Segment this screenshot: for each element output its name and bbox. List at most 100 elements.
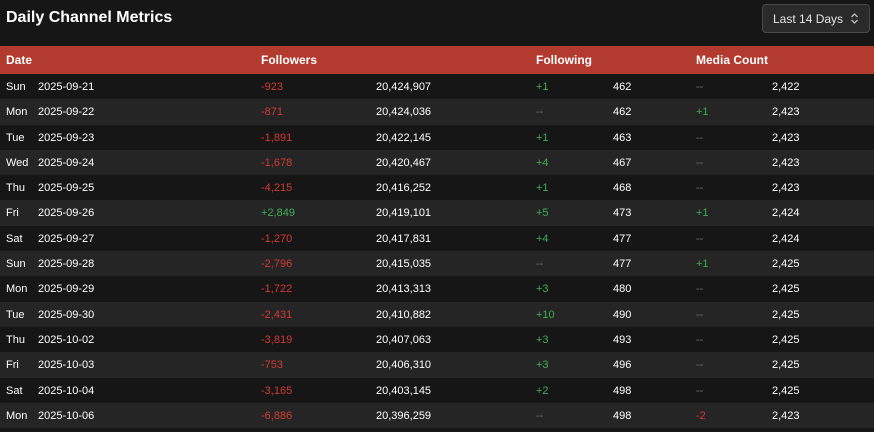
cell-following-change: +5 — [536, 207, 549, 220]
cell-media-total: 2,425 — [772, 283, 800, 296]
cell-following-total: 498 — [613, 384, 632, 397]
cell-date: 2025-10-02 — [38, 333, 95, 346]
cell-media-total: 2,423 — [772, 131, 800, 144]
cell-following-total: 462 — [613, 106, 632, 119]
page-title: Daily Channel Metrics — [6, 9, 173, 26]
chevron-updown-icon — [851, 13, 858, 24]
cell-media-total: 2,425 — [772, 258, 800, 271]
cell-following-total: 462 — [613, 81, 632, 93]
cell-following-total: 467 — [613, 156, 632, 169]
cell-media-change: +1 — [696, 207, 709, 220]
cell-followers-change: -2,431 — [261, 308, 293, 321]
cell-day: Wed — [6, 156, 29, 169]
cell-following-total: 468 — [613, 182, 632, 195]
cell-media-change: -- — [696, 333, 704, 346]
cell-following-change: +1 — [536, 182, 549, 195]
cell-date: 2025-09-28 — [38, 258, 95, 271]
cell-media-change: -- — [696, 131, 704, 144]
cell-media-total: 2,424 — [772, 232, 800, 245]
cell-day: Sun — [6, 81, 26, 93]
table-row: Tue 2025-09-23 -1,891 20,422,145 +1 463 -- 2,42… — [0, 124, 874, 150]
date-range-value: Last 14 Days — [773, 11, 844, 26]
cell-date: 2025-09-22 — [38, 106, 95, 119]
cell-followers-total: 20,424,036 — [376, 106, 432, 119]
cell-following-change: +2 — [536, 384, 549, 397]
cell-day: Fri — [6, 207, 19, 220]
cell-media-change: +1 — [696, 258, 709, 271]
cell-day: Tue — [6, 308, 25, 321]
table-row: Thu 2025-10-02 -3,819 20,407,063 +3 493 -- 2,42… — [0, 326, 874, 353]
cell-followers-total: 20,422,145 — [376, 131, 432, 144]
cell-followers-change: +2,849 — [261, 207, 295, 220]
cell-followers-total: 20,424,907 — [376, 81, 432, 93]
cell-date: 2025-09-27 — [38, 232, 95, 245]
cell-day: Tue — [6, 131, 25, 144]
cell-media-change: +1 — [696, 106, 709, 119]
column-header-media-count[interactable]: Media Count — [696, 53, 768, 67]
title-bar: Daily Channel Metrics Last 14 Days — [0, 0, 874, 46]
cell-date: 2025-10-06 — [38, 409, 95, 422]
cell-media-total: 2,425 — [772, 333, 800, 346]
cell-media-total: 2,423 — [772, 409, 800, 422]
table-row: Mon 2025-09-22 -871 20,424,036 -- 462 +1 2,423 — [0, 99, 874, 125]
cell-date: 2025-09-30 — [38, 308, 95, 321]
cell-date: 2025-09-21 — [38, 81, 95, 93]
table-row: Fri 2025-09-26 +2,849 20,419,101 +5 473 +1 2,42… — [0, 200, 874, 226]
cell-date: 2025-09-23 — [38, 131, 95, 144]
cell-followers-change: -1,722 — [261, 283, 293, 296]
cell-followers-total: 20,420,467 — [376, 156, 432, 169]
cell-following-change: +4 — [536, 232, 549, 245]
cell-following-total: 477 — [613, 232, 632, 245]
cell-followers-change: -753 — [261, 359, 284, 372]
cell-media-total: 2,424 — [772, 207, 800, 220]
cell-media-change: -- — [696, 182, 704, 195]
table-row: Sat 2025-09-27 -1,270 20,417,831 +4 477 -- 2,42… — [0, 225, 874, 252]
table-row: Sat 2025-10-04 -3,165 20,403,145 +2 498 -- 2,42… — [0, 377, 874, 403]
cell-media-change: -- — [696, 308, 704, 321]
column-header-date[interactable]: Date — [6, 53, 33, 67]
cell-media-change: -- — [696, 384, 704, 397]
cell-day: Sun — [6, 258, 26, 271]
cell-media-change: -- — [696, 81, 704, 93]
date-range-select[interactable]: Last 14 Days — [762, 4, 870, 33]
cell-following-change: +3 — [536, 283, 549, 296]
cell-followers-change: -1,678 — [261, 156, 293, 169]
cell-media-total: 2,422 — [772, 81, 800, 93]
cell-followers-change: -871 — [261, 106, 284, 119]
cell-following-change: +3 — [536, 333, 549, 346]
cell-day: Sat — [6, 384, 23, 397]
cell-following-change: -- — [536, 258, 544, 271]
cell-day: Fri — [6, 359, 19, 372]
cell-date: 2025-10-04 — [38, 384, 95, 397]
table-row: Tue 2025-09-30 -2,431 20,410,882 +10 490 -- 2,4… — [0, 301, 874, 327]
cell-date: 2025-09-24 — [38, 156, 95, 169]
cell-following-total: 463 — [613, 131, 632, 144]
cell-followers-change: -1,891 — [261, 131, 293, 144]
cell-followers-change: -3,165 — [261, 384, 293, 397]
column-header-followers[interactable]: Followers — [261, 53, 318, 67]
cell-date: 2025-10-03 — [38, 359, 95, 372]
cell-followers-total: 20,415,035 — [376, 258, 432, 271]
cell-media-total: 2,425 — [772, 359, 800, 372]
cell-media-change: -- — [696, 156, 704, 169]
cell-followers-total: 20,416,252 — [376, 182, 432, 195]
cell-day: Thu — [6, 182, 25, 195]
cell-followers-change: -3,819 — [261, 333, 293, 346]
cell-date: 2025-09-25 — [38, 182, 95, 195]
cell-media-total: 2,425 — [772, 308, 800, 321]
cell-media-change: -- — [696, 359, 704, 372]
cell-following-change: +10 — [536, 308, 555, 321]
cell-media-change: -- — [696, 283, 704, 296]
column-header-following[interactable]: Following — [536, 53, 592, 67]
cell-following-total: 477 — [613, 258, 632, 271]
cell-following-change: +3 — [536, 359, 549, 372]
table-row: Thu 2025-09-25 -4,215 20,416,252 +1 468 -- 2,42… — [0, 175, 874, 201]
cell-following-total: 490 — [613, 308, 632, 321]
cell-media-total: 2,425 — [772, 384, 800, 397]
cell-following-change: +4 — [536, 156, 549, 169]
cell-followers-total: 20,413,313 — [376, 283, 432, 296]
cell-followers-change: -923 — [261, 81, 284, 93]
cell-following-change: -- — [536, 409, 544, 422]
cell-day: Mon — [6, 283, 28, 296]
cell-following-total: 473 — [613, 207, 632, 220]
